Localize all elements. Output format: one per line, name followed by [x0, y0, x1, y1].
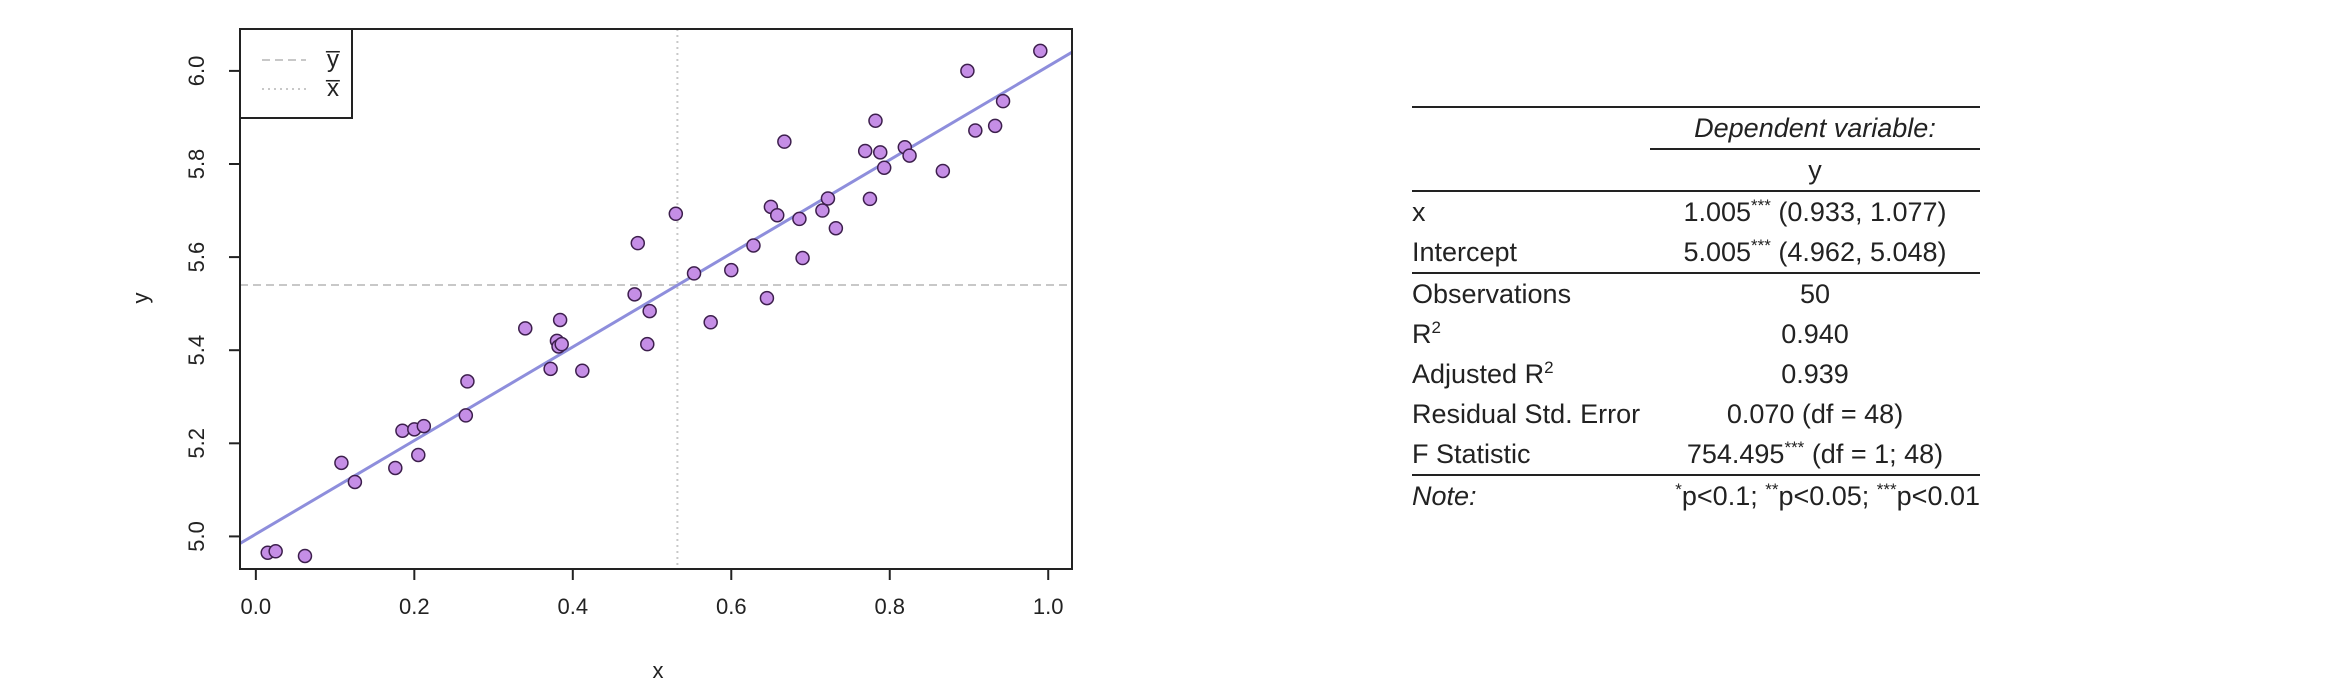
plot-frame — [239, 28, 1073, 570]
x-tick-label: 1.0 — [1033, 594, 1064, 619]
data-point — [995, 93, 1011, 109]
data-point — [518, 321, 533, 336]
data-point — [868, 113, 883, 128]
note-text: *p<0.1; **p<0.05; ***p<0.01 — [1675, 479, 1980, 511]
coef-row-intercept: Intercept 5.005*** (4.962, 5.048) — [1412, 232, 1980, 272]
stat-row-observations: Observations 50 — [1412, 278, 1831, 309]
stat-row-rse: Residual Std. Error 0.070 (df = 48) — [1412, 398, 1904, 429]
mean-guides — [240, 29, 1072, 569]
data-point — [630, 235, 646, 251]
data-point — [416, 418, 432, 434]
data-point — [777, 134, 792, 149]
dep-var-rule — [1650, 148, 1980, 150]
y-tick-label: 6.0 — [184, 56, 209, 87]
data-point — [297, 548, 313, 564]
data-point — [347, 474, 363, 490]
data-point — [552, 312, 568, 328]
data-point — [334, 455, 349, 471]
regression-table: Dependent variable: y x 1.005*** (0.933,… — [1412, 106, 1980, 516]
coef-row-x: x 1.005*** (0.933, 1.077) — [1412, 192, 1980, 232]
data-point — [828, 220, 844, 236]
data-point — [968, 123, 983, 138]
coef-label: Intercept — [1412, 236, 1518, 267]
x-axis-label: x — [653, 658, 664, 683]
data-point — [388, 460, 403, 476]
data-point — [724, 262, 739, 278]
data-point — [686, 266, 702, 281]
data-point — [395, 423, 410, 438]
data-point — [769, 207, 785, 223]
stats-top-rule — [1412, 272, 1980, 274]
data-point — [792, 211, 807, 227]
data-point — [642, 303, 657, 319]
data-point — [935, 163, 951, 179]
stat-row-f: F Statistic 754.495*** (df = 1; 48) — [1412, 437, 1944, 469]
data-point — [987, 118, 1003, 134]
note-label: Note: — [1412, 480, 1477, 511]
data-point — [543, 361, 558, 377]
data-point — [575, 363, 590, 378]
scatter-plot: 0.0 0.2 0.4 0.6 0.8 1.0 5.05.25.45.65.86.0 x … — [128, 28, 1073, 683]
y-axis: 5.0 5.2 5.4 5.6 5.8 6.0 — [184, 56, 240, 552]
data-point — [411, 447, 426, 463]
y-tick-label: 5.6 — [184, 242, 209, 273]
legend-xbar-label: x̅ — [326, 75, 340, 102]
data-point — [554, 336, 569, 352]
x-tick-label: 0.8 — [874, 594, 905, 619]
x-tick-label: 0.2 — [399, 594, 430, 619]
data-point — [815, 203, 830, 218]
table-top-rule — [1412, 106, 1980, 108]
coef-top-rule — [1412, 190, 1980, 192]
y-tick-label: 5.2 — [184, 428, 209, 459]
legend-box — [239, 28, 353, 119]
data-point — [795, 250, 810, 266]
x-tick-label: 0.4 — [558, 594, 589, 619]
y-tick-label: 5.4 — [184, 335, 209, 366]
stat-row-r2: R2 0.940 — [1412, 317, 1849, 349]
stat-row-adj-r2: Adjusted R2 0.939 — [1412, 357, 1849, 389]
dep-var-header-row: Dependent variable: — [1412, 108, 1980, 148]
data-point — [902, 148, 917, 163]
coef-value: 1.005*** (0.933, 1.077) — [1683, 195, 1947, 227]
dep-var-name: y — [1808, 154, 1822, 185]
data-point — [876, 160, 892, 175]
data-point — [820, 191, 836, 206]
y-tick-label: 5.0 — [184, 521, 209, 552]
y-axis-label: y — [128, 293, 153, 304]
dep-var-name-row: y — [1412, 150, 1980, 190]
data-point — [960, 63, 975, 79]
x-tick-label: 0.6 — [716, 594, 747, 619]
data-point — [460, 374, 475, 389]
legend-ybar-label: y̅ — [326, 46, 340, 73]
data-point — [1033, 43, 1048, 59]
x-axis: 0.0 0.2 0.4 0.6 0.8 1.0 — [241, 569, 1064, 619]
data-point — [759, 290, 775, 306]
data-points — [260, 43, 1048, 564]
data-point — [746, 238, 761, 253]
data-point — [862, 191, 878, 207]
data-point — [703, 315, 718, 330]
note-row: Note: *p<0.1; **p<0.05; ***p<0.01 — [1412, 476, 1980, 516]
coef-label: x — [1412, 196, 1426, 227]
data-point — [640, 336, 655, 352]
legend: y̅ x̅ — [239, 28, 353, 119]
coef-value: 5.005*** (4.962, 5.048) — [1683, 235, 1947, 267]
data-point — [668, 206, 684, 222]
regression-line — [239, 50, 1073, 545]
data-point — [872, 145, 888, 160]
data-point — [458, 408, 474, 423]
data-point — [627, 287, 642, 302]
x-tick-label: 0.0 — [241, 594, 272, 619]
y-tick-label: 5.8 — [184, 149, 209, 180]
dep-var-label: Dependent variable: — [1694, 112, 1936, 143]
data-point — [268, 544, 283, 559]
table-bottom-rule — [1412, 474, 1980, 476]
data-point — [857, 143, 873, 159]
